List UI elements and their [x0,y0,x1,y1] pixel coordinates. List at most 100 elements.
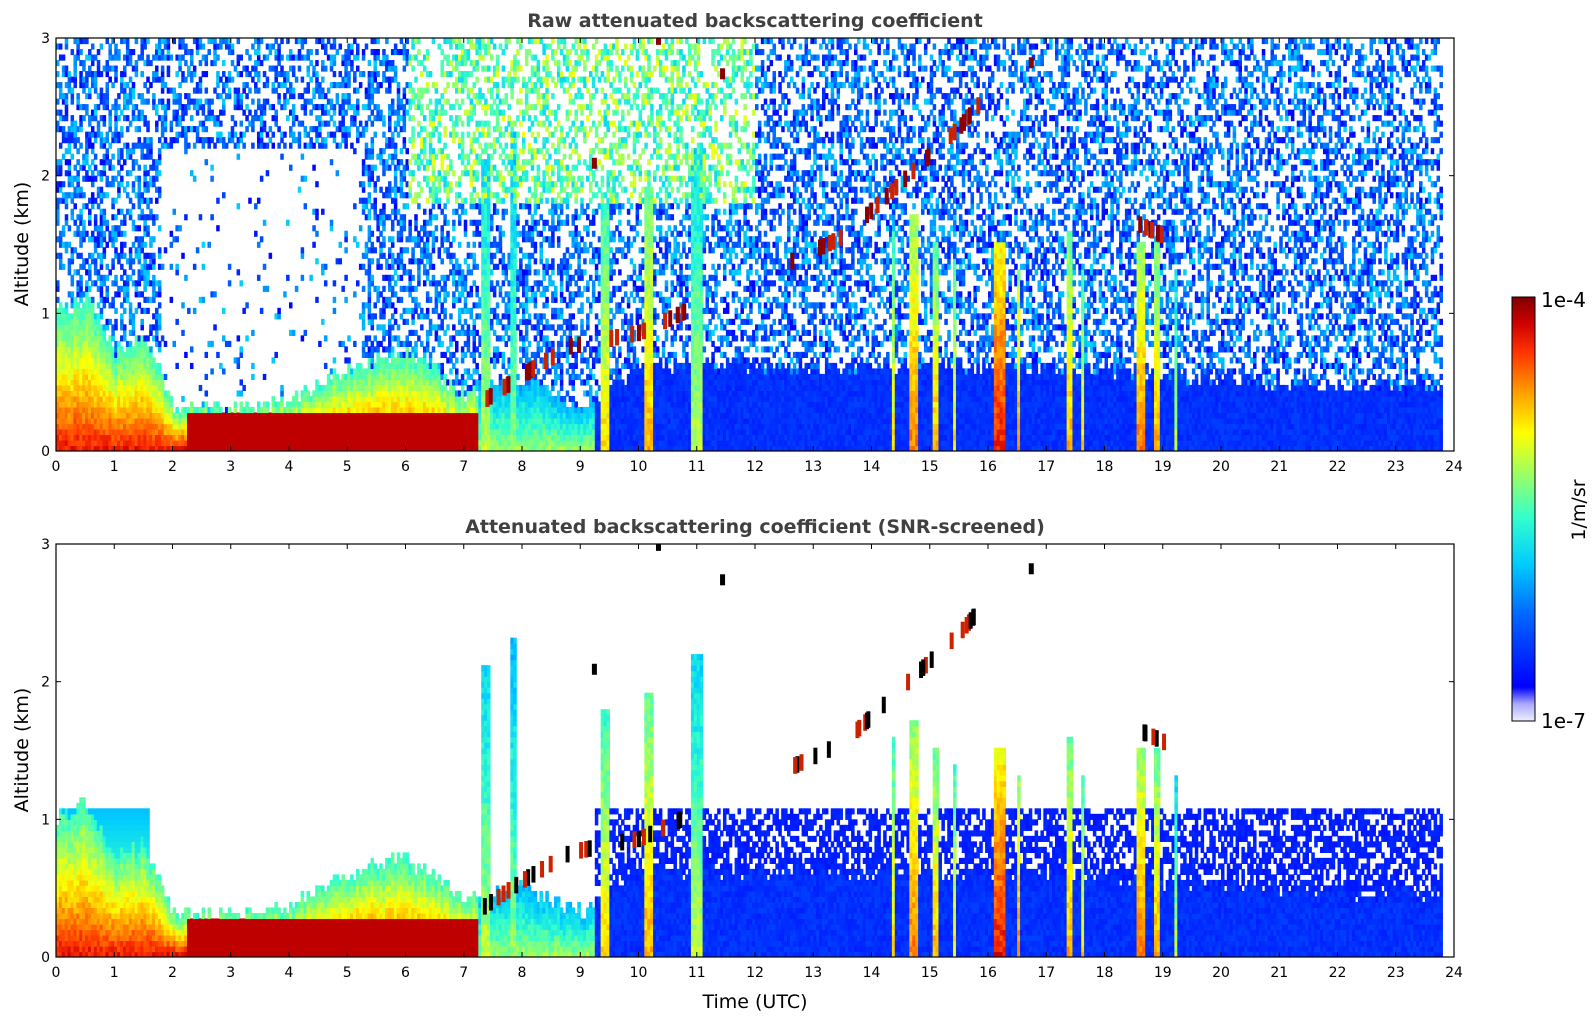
heatmap-cell [274,313,278,320]
heatmap-cell [274,406,278,414]
heatmap-cell [143,263,147,270]
heatmap-cell [70,302,75,309]
heatmap-cell [367,302,372,309]
heatmap-cell [93,417,98,425]
heatmap-cell [137,175,142,182]
heatmap-cell [431,368,436,375]
heatmap-cell [399,445,404,451]
heatmap-cell [152,181,156,188]
heatmap-cell [420,357,424,364]
heatmap-cell [82,324,86,331]
heatmap-cell [355,412,360,419]
heatmap-cell [370,76,375,83]
heatmap-cell [155,445,159,451]
heatmap-cell [449,131,453,138]
heatmap-cell [399,181,404,188]
heatmap-cell [111,104,115,111]
heatmap-cell [216,197,220,204]
heatmap-cell [390,142,395,149]
heatmap-cell [93,109,98,116]
heatmap-cell [393,43,398,50]
heatmap-cell [326,406,331,414]
heatmap-cell [99,274,104,281]
heatmap-cell [111,296,115,303]
heatmap-cell [219,412,223,419]
heatmap-cell [449,104,453,111]
heatmap-cell [82,428,86,436]
heatmap-cell [233,434,238,441]
heatmap-cell [236,390,241,397]
heatmap-cell [303,109,308,116]
heatmap-cell [428,192,433,199]
heatmap-cell [265,423,270,430]
heatmap-cell [379,214,383,221]
heatmap-cell [140,247,144,254]
heatmap-cell [321,269,325,276]
heatmap-cell [452,439,456,447]
heatmap-cell [256,439,261,447]
heatmap-cell [268,137,273,144]
heatmap-cell [350,368,354,375]
heatmap-cell [321,318,325,325]
heatmap-cell [388,428,392,436]
heatmap-cell [472,263,476,270]
heatmap-cell [117,258,121,265]
heatmap-cell [425,219,430,226]
heatmap-cell [73,247,77,254]
heatmap-cell [189,115,194,122]
heatmap-cell [312,428,316,436]
heatmap-cell [67,329,72,336]
heatmap-cell [332,373,337,381]
heatmap-cell [393,197,398,204]
heatmap-cell [88,197,92,204]
heatmap-cell [227,263,232,270]
heatmap-cell [364,203,369,210]
heatmap-cell [195,82,200,89]
heatmap-cell [224,439,229,447]
heatmap-cell [443,296,447,303]
heatmap-cell [382,49,386,56]
heatmap-cell [399,230,404,237]
heatmap-cell [440,412,444,419]
heatmap-cell [414,384,418,392]
heatmap-cell [393,65,398,72]
heatmap-cell [140,291,144,298]
heatmap-cell [79,379,83,386]
heatmap-cell [393,291,398,298]
heatmap-cell [192,98,197,105]
heatmap-cell [251,373,255,381]
heatmap-cell [341,406,345,414]
heatmap-cell [446,197,450,204]
heatmap-cell [437,170,442,177]
heatmap-cell [414,104,418,111]
heatmap-cell [187,412,191,419]
heatmap-cell [222,368,226,375]
heatmap-cell [134,439,139,447]
heatmap-cell [227,131,232,138]
heatmap-cell [446,219,450,226]
heatmap-cell [64,192,69,199]
heatmap-cell [393,417,398,425]
heatmap-cell [370,274,375,281]
heatmap-cell [76,159,80,166]
heatmap-cell [102,390,107,397]
heatmap-cell [347,357,351,364]
heatmap-cell [402,54,407,61]
heatmap-cell [163,247,168,254]
heatmap-cell [321,263,325,270]
heatmap-cell [388,379,392,386]
heatmap-cell [388,296,392,303]
heatmap-cell [108,76,112,83]
heatmap-cell [411,373,415,381]
heatmap-cell [117,192,121,199]
heatmap-cell [457,445,462,451]
heatmap-cell [443,395,447,403]
heatmap-cell [364,241,369,248]
heatmap-cell [385,362,389,369]
heatmap-cell [367,368,372,375]
heatmap-cell [449,434,453,441]
heatmap-cell [484,269,488,276]
heatmap-cell [303,142,308,149]
heatmap-cell [402,269,407,276]
heatmap-cell [157,291,162,298]
